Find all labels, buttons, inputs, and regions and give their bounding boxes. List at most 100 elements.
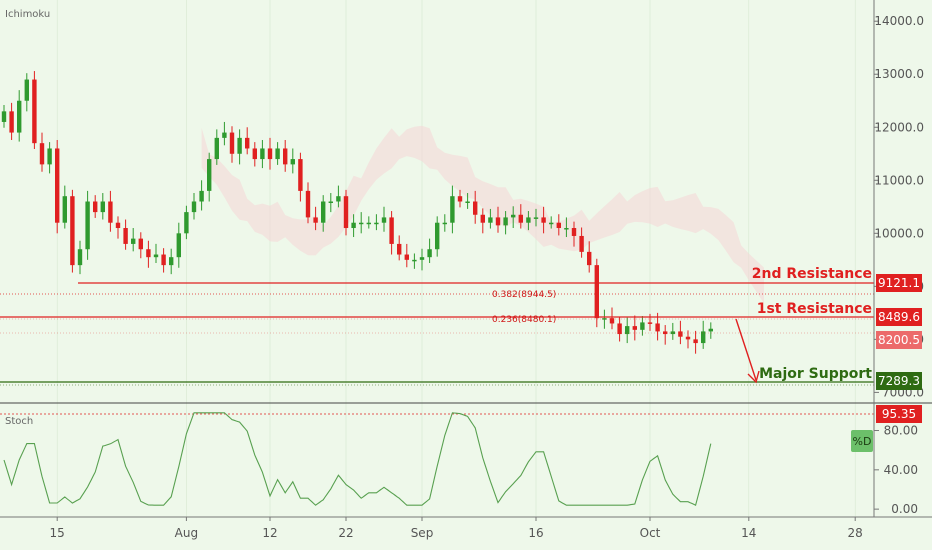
second-resistance-label: 2nd Resistance <box>752 266 872 282</box>
x-tick-label: 22 <box>338 526 353 540</box>
candle-body <box>366 222 371 225</box>
x-tick-label: Aug <box>175 526 198 540</box>
candle-body <box>488 217 493 223</box>
x-tick-label: 12 <box>262 526 277 540</box>
current-price-tag <box>876 331 922 349</box>
second-resistance-tag-text: 9121.1 <box>878 276 920 290</box>
candle-body <box>655 323 660 332</box>
candle-body <box>564 228 569 230</box>
x-axis-ticks: 15 Aug 12 22 Sep 16 Oct 14 28 <box>50 517 863 540</box>
candle-body <box>328 201 333 203</box>
candle-body <box>533 217 539 219</box>
candle-body <box>412 259 417 262</box>
candle-body <box>450 196 455 223</box>
candle-body <box>579 235 584 252</box>
candle-body <box>123 228 128 244</box>
x-tick-label: 15 <box>50 526 65 540</box>
stoch-badge-text: %D <box>853 435 872 448</box>
candle-body <box>442 222 447 225</box>
candle-body <box>115 222 121 229</box>
candle-body <box>207 159 212 191</box>
candle-body <box>404 254 409 260</box>
candle-body <box>305 190 311 218</box>
candle-body <box>632 326 637 330</box>
candle-body <box>138 238 143 250</box>
candle-body <box>503 217 508 226</box>
candle-body <box>93 201 98 213</box>
current-price-tag-text: 8200.5 <box>878 333 920 347</box>
candle-body <box>1 111 7 122</box>
candle-body <box>237 137 242 154</box>
candle-body <box>381 217 387 223</box>
stoch-tick-label: 0.00 <box>891 502 918 516</box>
candle-body <box>541 217 546 223</box>
candle-body <box>693 339 698 344</box>
candle-body <box>245 137 250 149</box>
candle-body <box>609 318 615 324</box>
stoch-tick-label: 40.00 <box>884 463 918 477</box>
candle-body <box>77 249 83 266</box>
candle-body <box>457 196 463 202</box>
candle-body <box>55 148 60 223</box>
candle-body <box>290 159 295 165</box>
major-support-label: Major Support <box>759 366 872 382</box>
candle-body <box>473 201 478 215</box>
candle-body <box>435 222 440 250</box>
first-resistance-tag <box>876 308 922 326</box>
first-resistance-tag-text: 8489.6 <box>878 310 920 324</box>
major-support-tag <box>876 372 922 390</box>
y-tick-label: 12000.0 <box>874 120 924 134</box>
x-tick-label: 16 <box>528 526 543 540</box>
candle-body <box>587 251 592 266</box>
candle-body <box>62 196 67 223</box>
candle-body <box>24 79 29 101</box>
candle-body <box>549 222 554 225</box>
stoch-overbought-tag-text: 95.35 <box>882 407 916 421</box>
candle-body <box>495 217 501 226</box>
ichimoku-cloud <box>201 125 765 304</box>
x-tick-label: 14 <box>741 526 756 540</box>
candle-body <box>594 265 599 319</box>
candle-body <box>480 214 485 223</box>
second-resistance-tag <box>876 274 922 292</box>
fib-0382-label: 0.382(8944.5) <box>492 290 556 300</box>
first-resistance-label: 1st Resistance <box>757 301 872 317</box>
candle-body <box>359 222 364 225</box>
candle-body <box>214 137 219 160</box>
candle-body <box>511 214 516 218</box>
candle-body <box>397 243 402 255</box>
candle-body <box>571 228 577 236</box>
fib-0236-label: 0.236(8480.1) <box>492 315 556 325</box>
candle-body <box>374 222 379 225</box>
candle-body <box>336 196 341 202</box>
candle-body <box>252 148 257 160</box>
candle-body <box>169 257 174 266</box>
candle-body <box>260 148 265 160</box>
candle-body <box>343 196 349 229</box>
candle-body <box>518 214 523 223</box>
stoch-tick-label: 80.00 <box>884 424 918 438</box>
forecast-arrow-head <box>747 370 760 384</box>
candle-body <box>556 222 561 229</box>
candle-body <box>108 201 113 223</box>
candle-body <box>283 148 288 165</box>
candle-body <box>17 100 22 133</box>
candle-body <box>39 143 45 165</box>
y-tick-label: 14000.0 <box>874 14 924 28</box>
candle-body <box>222 132 227 138</box>
candle-body <box>85 201 90 250</box>
stoch-overbought-tag <box>876 405 922 423</box>
candles <box>1 71 713 354</box>
candle-body <box>685 336 691 340</box>
grid <box>56 0 856 517</box>
candle-body <box>176 233 181 258</box>
x-tick-label: 28 <box>848 526 863 540</box>
candle-body <box>465 201 470 203</box>
candle-body <box>146 249 151 258</box>
candle-body <box>267 148 273 160</box>
candle-body <box>131 238 136 244</box>
candle-body <box>701 331 706 344</box>
candle-body <box>602 318 607 320</box>
candle-body <box>526 217 531 223</box>
candle-body <box>708 328 713 332</box>
